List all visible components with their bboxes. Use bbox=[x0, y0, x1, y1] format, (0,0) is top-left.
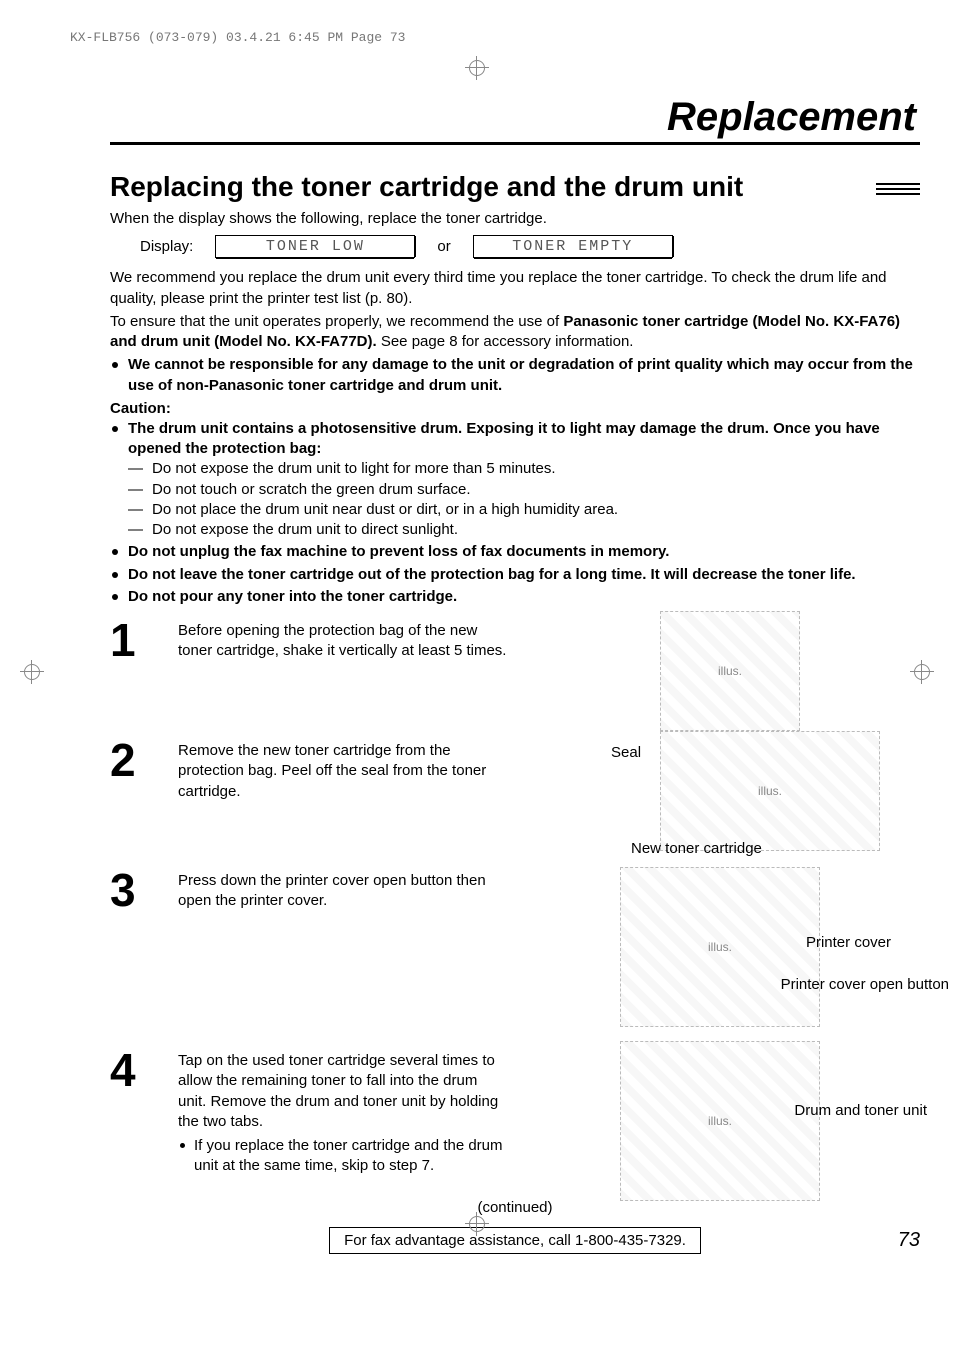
step-2: 2 Remove the new toner cartridge from th… bbox=[110, 737, 920, 867]
page-heading: Replacing the toner cartridge and the dr… bbox=[110, 171, 743, 203]
main-bullet-list: We cannot be responsible for any damage … bbox=[110, 355, 920, 396]
step-4: 4 Tap on the used toner cartridge severa… bbox=[110, 1047, 920, 1187]
para2-lead: To ensure that the unit operates properl… bbox=[110, 313, 563, 330]
display-label: Display: bbox=[140, 238, 193, 255]
sub-dash-3: Do not place the drum unit near dust or … bbox=[128, 500, 920, 520]
caution-bullet-list: The drum unit contains a photosensitive … bbox=[110, 419, 920, 607]
step-1-text: Before opening the protection bag of the… bbox=[178, 621, 508, 662]
step-4-number: 4 bbox=[110, 1047, 152, 1187]
step-4-sub-1: If you replace the toner cartridge and t… bbox=[178, 1136, 508, 1177]
heading-bars-icon bbox=[753, 179, 920, 195]
paragraph-recommend: We recommend you replace the drum unit e… bbox=[110, 268, 920, 309]
section-title: Replacement bbox=[110, 95, 920, 140]
label-new-toner-cartridge: New toner cartridge bbox=[631, 840, 762, 858]
step-4-sublist: If you replace the toner cartridge and t… bbox=[178, 1136, 508, 1177]
content-column: Replacement Replacing the toner cartridg… bbox=[110, 95, 920, 1216]
step-3: 3 Press down the printer cover open butt… bbox=[110, 867, 920, 1047]
crop-mark-top bbox=[465, 56, 489, 80]
illustration-remove-drum-toner: illus. Drum and toner unit bbox=[620, 1041, 820, 1201]
step-4-text: Tap on the used toner cartridge several … bbox=[178, 1051, 508, 1132]
lcd-message-1: TONER LOW bbox=[215, 235, 415, 258]
crop-mark-left bbox=[20, 660, 44, 684]
caution-bullet-1: The drum unit contains a photosensitive … bbox=[110, 419, 920, 541]
crop-mark-bottom bbox=[465, 1212, 489, 1236]
lcd-message-2: TONER EMPTY bbox=[473, 235, 673, 258]
label-printer-cover-open-button: Printer cover open button bbox=[781, 976, 949, 994]
step-1-body: Before opening the protection bag of the… bbox=[178, 617, 920, 737]
step-3-number: 3 bbox=[110, 867, 152, 1047]
page: KX-FLB756 (073-079) 03.4.21 6:45 PM Page… bbox=[0, 0, 954, 1256]
sub-dash-1: Do not expose the drum unit to light for… bbox=[128, 459, 920, 479]
label-printer-cover: Printer cover bbox=[806, 934, 891, 952]
heading-row: Replacing the toner cartridge and the dr… bbox=[110, 171, 920, 203]
para2-tail: See page 8 for accessory information. bbox=[377, 333, 634, 350]
step-1: 1 Before opening the protection bag of t… bbox=[110, 617, 920, 737]
caution-bullet-3: Do not leave the toner cartridge out of … bbox=[110, 565, 920, 585]
illustration-open-printer-cover: illus. Printer cover Printer cover open … bbox=[620, 867, 820, 1027]
page-number: 73 bbox=[898, 1229, 920, 1252]
display-row: Display: TONER LOW or TONER EMPTY bbox=[140, 235, 920, 258]
footer: For fax advantage assistance, call 1-800… bbox=[110, 1224, 920, 1256]
caution-bullet-1-sublist: Do not expose the drum unit to light for… bbox=[128, 459, 920, 540]
paragraph-ensure: To ensure that the unit operates properl… bbox=[110, 312, 920, 353]
assistance-box: For fax advantage assistance, call 1-800… bbox=[329, 1227, 701, 1254]
sub-dash-2: Do not touch or scratch the green drum s… bbox=[128, 480, 920, 500]
label-drum-and-toner-unit: Drum and toner unit bbox=[794, 1102, 927, 1120]
step-2-number: 2 bbox=[110, 737, 152, 867]
illustration-peel-seal: illus. Seal New toner cartridge bbox=[660, 731, 880, 851]
caution-bullet-1-lead: The drum unit contains a photosensitive … bbox=[128, 420, 880, 457]
continued-text: (continued) bbox=[325, 1199, 705, 1216]
display-or: or bbox=[437, 238, 450, 255]
step-1-number: 1 bbox=[110, 617, 152, 737]
step-2-text: Remove the new toner cartridge from the … bbox=[178, 741, 508, 802]
label-seal: Seal bbox=[611, 744, 641, 762]
steps: 1 Before opening the protection bag of t… bbox=[110, 617, 920, 1187]
caution-bullet-4: Do not pour any toner into the toner car… bbox=[110, 587, 920, 607]
caution-label: Caution: bbox=[110, 400, 920, 417]
section-rule bbox=[110, 142, 920, 145]
illustration-shake-cartridge: illus. bbox=[660, 611, 800, 731]
bullet-responsibility: We cannot be responsible for any damage … bbox=[110, 355, 920, 396]
sub-dash-4: Do not expose the drum unit to direct su… bbox=[128, 520, 920, 540]
step-3-text: Press down the printer cover open button… bbox=[178, 871, 508, 912]
intro-text: When the display shows the following, re… bbox=[110, 209, 920, 229]
caution-bullet-2: Do not unplug the fax machine to prevent… bbox=[110, 542, 920, 562]
